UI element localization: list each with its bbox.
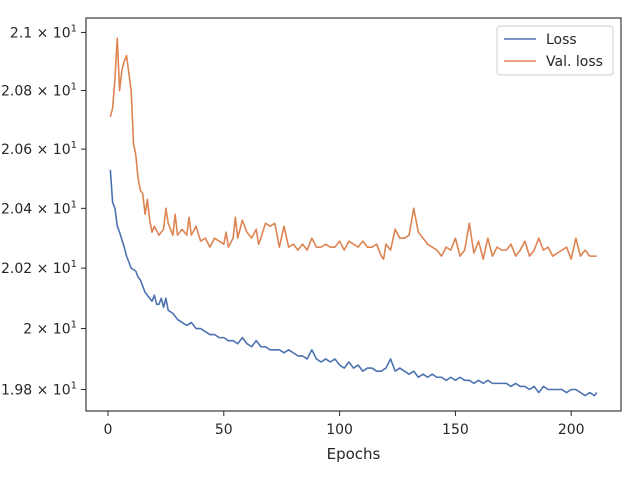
legend-label-val-loss: Val. loss [546,54,603,70]
x-tick-label: 50 [215,422,233,438]
legend: Loss Val. loss [496,25,614,76]
y-tick-label: 2.06 × 101 [1,140,77,158]
x-tick-label: 150 [442,422,469,438]
y-tick-label: 2.08 × 101 [1,82,77,100]
y-axis-ticks: 1.98 × 101 2 × 101 2.02 × 101 2.04 × 101 2.0… [1,23,86,399]
x-axis-label: Epochs [327,445,381,463]
x-tick-label: 0 [104,422,113,438]
plot-frame [85,17,622,412]
y-tick-label: 2 × 101 [23,320,77,338]
x-tick-label: 200 [558,422,585,438]
y-tick-label: 1.98 × 101 [1,381,77,399]
series-layer [109,37,598,397]
legend-label-loss: Loss [546,32,577,48]
series-line-loss [109,169,598,397]
series-line-val-loss [109,37,597,260]
x-tick-label: 100 [326,422,353,438]
y-tick-label: 2.04 × 101 [1,199,77,217]
x-axis-ticks: 0 50 100 150 200 [104,411,585,438]
y-tick-label: 2.02 × 101 [1,259,77,277]
y-tick-label: 2.1 × 101 [10,23,77,41]
